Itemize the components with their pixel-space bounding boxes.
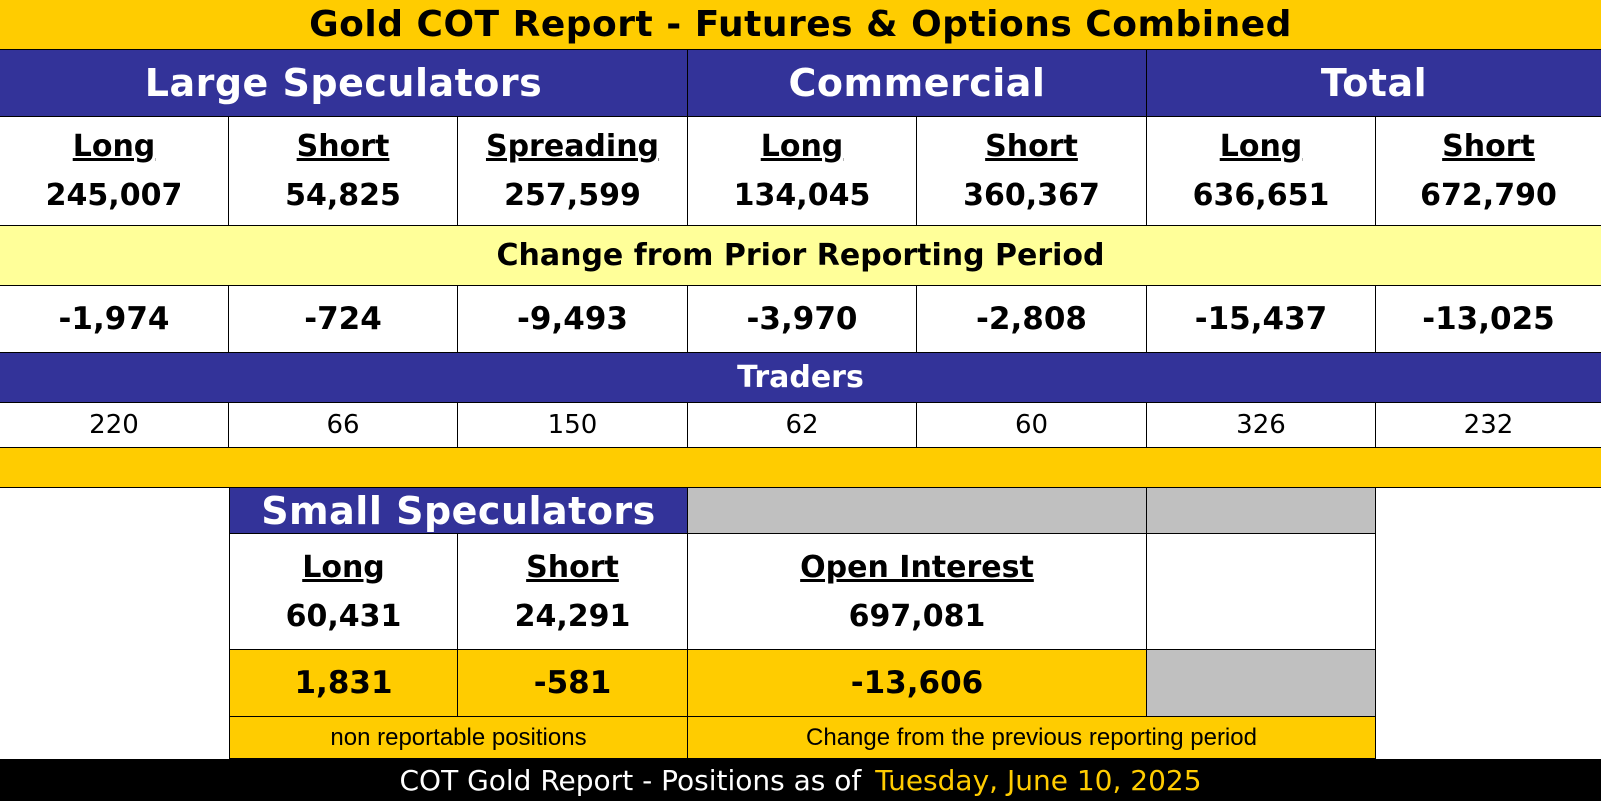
- position-cell-commercial-short: Short 360,367: [917, 117, 1147, 226]
- open-interest-change: -13,606: [688, 650, 1147, 717]
- change-value: -2,808: [917, 286, 1147, 353]
- small-spec-long-cell: Long 60,431: [229, 534, 458, 650]
- column-label: Spreading: [485, 129, 660, 164]
- traders-count: 150: [458, 403, 688, 448]
- position-cell-total-long: Long 636,651: [1147, 117, 1376, 226]
- group-header-commercial: Commercial: [688, 50, 1147, 117]
- group-header-total: Total: [1147, 50, 1601, 117]
- change-value: -1,974: [0, 286, 229, 353]
- position-value: 245,007: [45, 178, 183, 213]
- group-header-large-speculators: Large Speculators: [0, 50, 688, 117]
- traders-count: 66: [229, 403, 458, 448]
- small-spec-long-change: 1,831: [229, 650, 458, 717]
- position-value: 257,599: [504, 178, 641, 213]
- blank-cell: [1147, 534, 1376, 650]
- position-cell-large-spec-spreading: Spreading 257,599: [458, 117, 688, 226]
- column-label: Short: [526, 549, 619, 585]
- report-title: Gold COT Report - Futures & Options Comb…: [0, 0, 1601, 50]
- column-label: Short: [1442, 129, 1535, 164]
- small-spec-short-cell: Short 24,291: [458, 534, 688, 650]
- position-value: 636,651: [1192, 178, 1330, 213]
- position-value: 60,431: [285, 598, 402, 634]
- column-label: Open Interest: [800, 549, 1034, 585]
- separator-bar: [0, 448, 1601, 488]
- traders-count: 60: [917, 403, 1147, 448]
- report-footer: COT Gold Report - Positions as of Tuesda…: [0, 759, 1601, 801]
- change-value: -15,437: [1147, 286, 1376, 353]
- small-spec-short-change: -581: [458, 650, 688, 717]
- traders-count: 232: [1376, 403, 1601, 448]
- column-label: Short: [985, 129, 1078, 164]
- position-cell-large-spec-long: Long 245,007: [0, 117, 229, 226]
- open-interest-cell: Open Interest 697,081: [688, 534, 1147, 650]
- column-label: Long: [302, 549, 385, 585]
- gray-filler-cell: [1147, 650, 1376, 717]
- gray-filler-cell: [1147, 488, 1376, 534]
- column-label: Long: [760, 129, 844, 164]
- footer-date: Tuesday, June 10, 2025: [875, 763, 1202, 797]
- small-speculators-title: Small Speculators: [229, 488, 688, 534]
- change-section-header: Change from Prior Reporting Period: [0, 226, 1601, 286]
- traders-section-header: Traders: [0, 353, 1601, 403]
- position-value: 24,291: [514, 598, 631, 634]
- column-label: Long: [72, 129, 156, 164]
- column-label: Long: [1219, 129, 1303, 164]
- open-interest-note: Change from the previous reporting perio…: [688, 717, 1376, 759]
- position-value: 54,825: [285, 178, 401, 213]
- change-value: -13,025: [1376, 286, 1601, 353]
- position-cell-large-spec-short: Short 54,825: [229, 117, 458, 226]
- traders-count: 326: [1147, 403, 1376, 448]
- column-label: Short: [296, 129, 390, 164]
- traders-count: 62: [688, 403, 917, 448]
- traders-count: 220: [0, 403, 229, 448]
- change-value: -9,493: [458, 286, 688, 353]
- small-spec-note: non reportable positions: [229, 717, 688, 759]
- change-value: -3,970: [688, 286, 917, 353]
- position-cell-commercial-long: Long 134,045: [688, 117, 917, 226]
- position-value: 672,790: [1420, 178, 1557, 213]
- gray-filler-cell: [688, 488, 1147, 534]
- position-value: 134,045: [733, 178, 871, 213]
- position-cell-total-short: Short 672,790: [1376, 117, 1601, 226]
- position-value: 360,367: [963, 178, 1100, 213]
- change-value: -724: [229, 286, 458, 353]
- footer-prefix: COT Gold Report - Positions as of: [399, 763, 862, 797]
- open-interest-value: 697,081: [848, 598, 986, 634]
